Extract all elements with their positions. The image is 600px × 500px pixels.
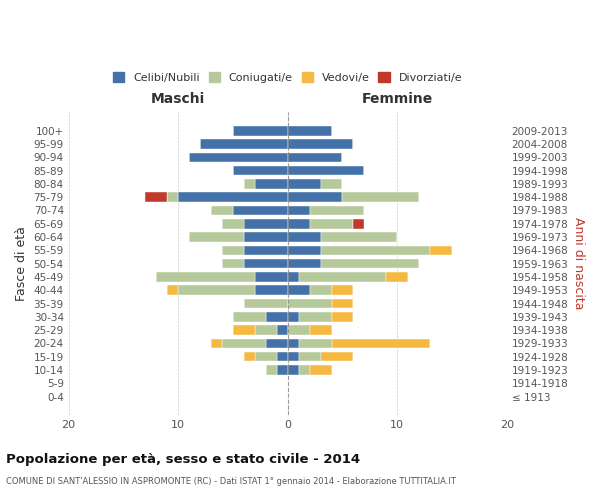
Bar xyxy=(310,326,331,335)
Bar xyxy=(287,232,320,242)
Bar xyxy=(255,179,287,188)
Bar xyxy=(299,338,332,348)
Bar xyxy=(331,286,353,295)
Bar xyxy=(255,286,287,295)
Bar xyxy=(211,338,222,348)
Bar xyxy=(244,246,287,255)
Bar xyxy=(287,166,364,175)
Bar xyxy=(287,219,310,228)
Bar xyxy=(287,140,353,149)
Bar xyxy=(244,259,287,268)
Bar xyxy=(287,365,299,375)
Bar xyxy=(299,312,332,322)
Bar xyxy=(287,312,299,322)
Bar xyxy=(189,232,244,242)
Bar xyxy=(320,246,430,255)
Text: COMUNE DI SANT'ALESSIO IN ASPROMONTE (RC) - Dati ISTAT 1° gennaio 2014 - Elabora: COMUNE DI SANT'ALESSIO IN ASPROMONTE (RC… xyxy=(6,478,456,486)
Bar xyxy=(277,352,287,362)
Bar xyxy=(200,140,287,149)
Legend: Celibi/Nubili, Coniugati/e, Vedovi/e, Divorziati/e: Celibi/Nubili, Coniugati/e, Vedovi/e, Di… xyxy=(113,72,462,83)
Bar xyxy=(287,192,343,202)
Bar xyxy=(287,206,310,216)
Bar xyxy=(233,126,287,136)
Bar xyxy=(287,152,343,162)
Bar xyxy=(331,312,353,322)
Bar xyxy=(310,219,353,228)
Bar xyxy=(255,352,277,362)
Bar xyxy=(233,206,287,216)
Bar xyxy=(211,206,233,216)
Bar xyxy=(320,259,419,268)
Bar xyxy=(287,286,310,295)
Bar xyxy=(310,365,331,375)
Bar xyxy=(233,326,255,335)
Text: Femmine: Femmine xyxy=(362,92,433,106)
Bar xyxy=(320,232,397,242)
Bar xyxy=(310,286,331,295)
Bar xyxy=(320,352,353,362)
Bar xyxy=(222,259,244,268)
Bar xyxy=(353,219,364,228)
Bar xyxy=(331,338,430,348)
Bar xyxy=(189,152,287,162)
Bar xyxy=(178,192,287,202)
Bar xyxy=(167,192,178,202)
Bar xyxy=(167,286,178,295)
Bar xyxy=(287,179,320,188)
Bar xyxy=(320,179,343,188)
Bar xyxy=(244,299,287,308)
Bar xyxy=(343,192,419,202)
Bar xyxy=(287,338,299,348)
Bar xyxy=(156,272,255,281)
Bar xyxy=(178,286,255,295)
Bar xyxy=(331,299,353,308)
Bar xyxy=(266,365,277,375)
Bar xyxy=(255,326,277,335)
Bar xyxy=(233,166,287,175)
Bar xyxy=(277,365,287,375)
Bar xyxy=(255,272,287,281)
Bar xyxy=(430,246,452,255)
Bar xyxy=(287,299,331,308)
Bar xyxy=(244,352,255,362)
Text: Maschi: Maschi xyxy=(151,92,205,106)
Bar xyxy=(299,352,320,362)
Bar xyxy=(277,326,287,335)
Y-axis label: Fasce di età: Fasce di età xyxy=(15,226,28,301)
Bar xyxy=(287,126,331,136)
Bar xyxy=(386,272,408,281)
Bar xyxy=(244,232,287,242)
Bar xyxy=(287,246,320,255)
Bar xyxy=(299,365,310,375)
Bar xyxy=(287,326,310,335)
Bar xyxy=(299,272,386,281)
Bar xyxy=(222,246,244,255)
Bar xyxy=(233,312,266,322)
Bar xyxy=(222,338,266,348)
Bar xyxy=(222,219,244,228)
Bar xyxy=(266,338,287,348)
Bar xyxy=(287,272,299,281)
Bar xyxy=(266,312,287,322)
Y-axis label: Anni di nascita: Anni di nascita xyxy=(572,218,585,310)
Bar xyxy=(145,192,167,202)
Bar xyxy=(244,179,255,188)
Bar xyxy=(287,259,320,268)
Bar xyxy=(287,352,299,362)
Bar xyxy=(310,206,364,216)
Bar xyxy=(244,219,287,228)
Text: Popolazione per età, sesso e stato civile - 2014: Popolazione per età, sesso e stato civil… xyxy=(6,452,360,466)
